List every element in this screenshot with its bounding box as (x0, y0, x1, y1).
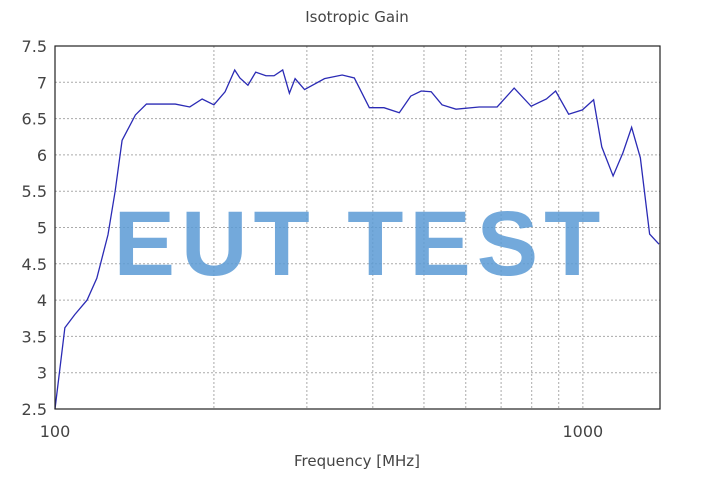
y-tick-label: 7 (37, 73, 47, 92)
y-tick-label: 5 (37, 219, 47, 238)
y-tick-label: 3.5 (22, 327, 47, 346)
watermark: EUT TEST (114, 193, 607, 295)
x-axis-label: Frequency [MHz] (294, 452, 420, 470)
data-line (54, 68, 660, 410)
plot-frame (54, 45, 661, 410)
y-tick-label: 4 (37, 291, 47, 310)
x-tick-label: 100 (40, 422, 71, 441)
x-tick-label: 1000 (563, 422, 604, 441)
y-tick-label: 7.5 (22, 37, 47, 56)
y-tick-label: 6 (37, 146, 47, 165)
chart-title: Isotropic Gain (305, 8, 409, 26)
y-tick-label: 5.5 (22, 182, 47, 201)
y-tick-label: 6.5 (22, 110, 47, 129)
y-tick-label: 4.5 (22, 255, 47, 274)
y-tick-label: 3 (37, 364, 47, 383)
y-tick-label: 2.5 (22, 400, 47, 419)
